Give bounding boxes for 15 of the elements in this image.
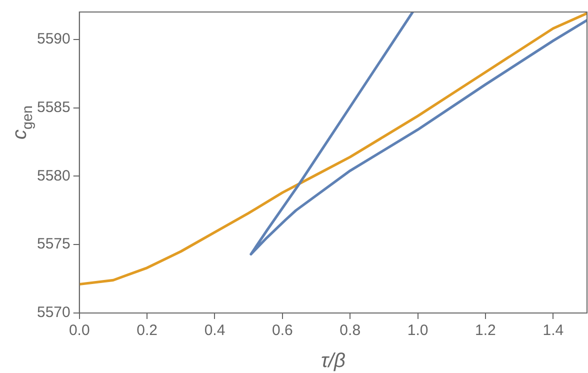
x-tick-label: 1.2 bbox=[475, 322, 496, 340]
x-tick-label: 0.6 bbox=[272, 322, 293, 340]
y-axis-title: cgen bbox=[9, 105, 36, 140]
x-tick-label: 1.0 bbox=[407, 322, 428, 340]
y-tick-label: 5570 bbox=[36, 304, 70, 322]
y-tick-label: 5575 bbox=[36, 236, 70, 253]
y-tick-label: 5585 bbox=[36, 98, 70, 116]
y-tick-label: 5580 bbox=[36, 167, 70, 184]
x-tick-label: 0.2 bbox=[136, 322, 158, 340]
x-tick-label: 1.4 bbox=[542, 322, 564, 340]
x-tick-label: 0.0 bbox=[68, 322, 90, 340]
x-tick-label: 0.8 bbox=[340, 322, 361, 340]
y-tick-label: 5590 bbox=[36, 30, 70, 48]
x-axis-title: τ/β bbox=[320, 350, 346, 372]
x-tick-label: 0.4 bbox=[204, 322, 226, 340]
